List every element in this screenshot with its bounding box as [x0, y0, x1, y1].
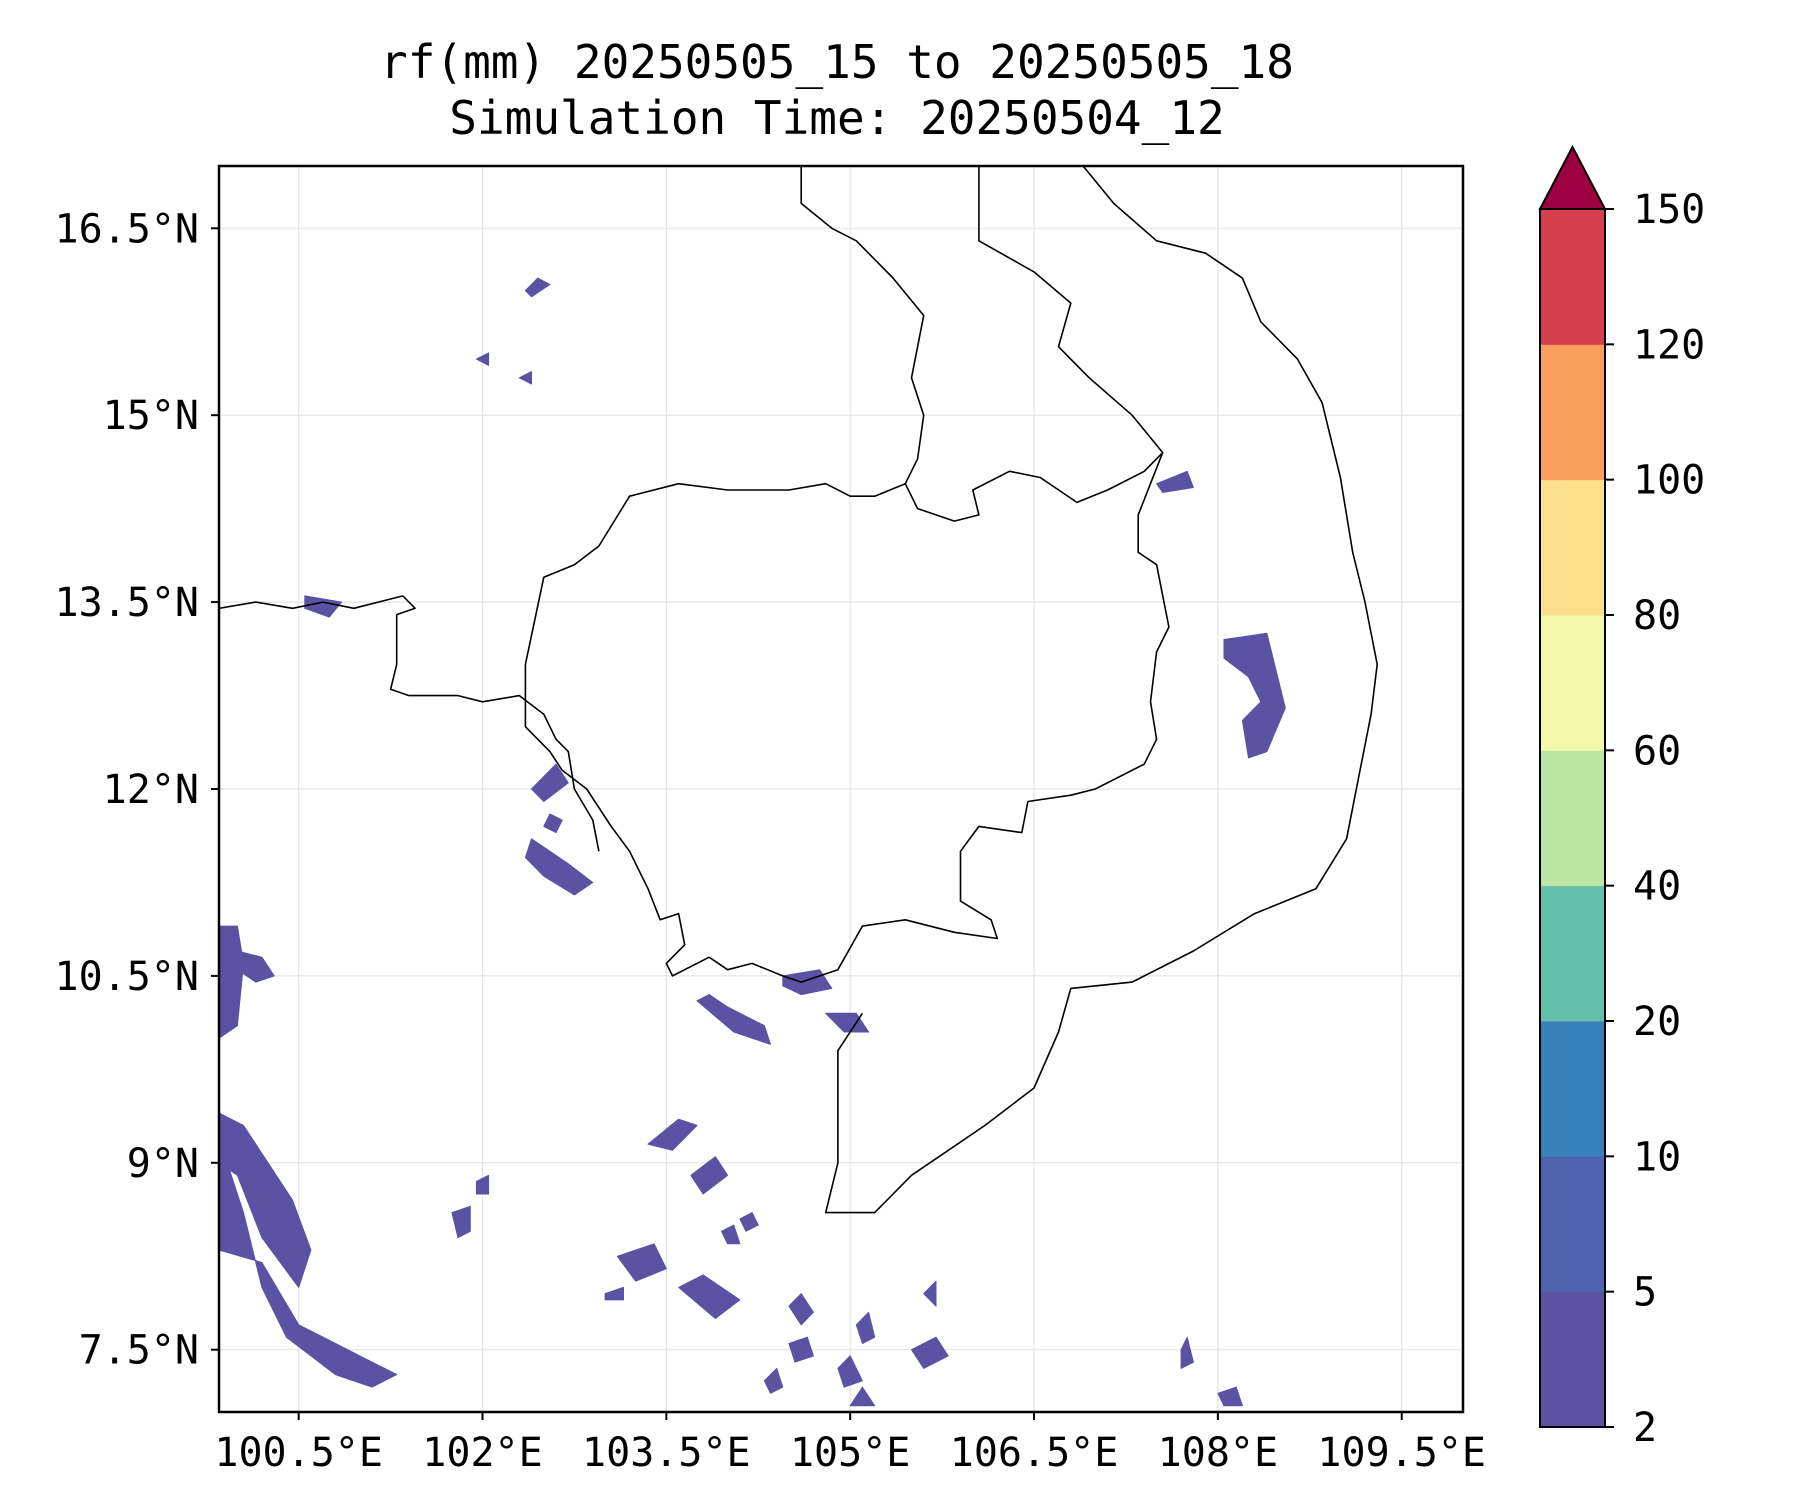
rain-area-thai-north-3: [519, 372, 531, 384]
rain-area-gulf-blob-12: [764, 1368, 782, 1393]
colorbar-bin: [1540, 209, 1605, 345]
figure-svg: rf(mm) 20250505_15 to 20250505_18 Simula…: [0, 0, 1800, 1500]
rain-area-gulf-blob-3: [617, 1244, 666, 1281]
coastline-laos-cambodia-border: [979, 166, 1163, 453]
lon-tick-label: 103.5°E: [582, 1430, 751, 1476]
rain-area-thai-north-1: [525, 278, 550, 297]
lon-tick-label: 106.5°E: [950, 1430, 1119, 1476]
coastline-thailand-cambodia-border: [391, 596, 599, 851]
rain-area-gulf-blob-11: [740, 1213, 758, 1232]
rain-area-gulf-small-e: [856, 1312, 874, 1343]
rain-area-kampot-1: [697, 995, 771, 1045]
colorbar-bin: [1540, 615, 1605, 751]
lon-tick-label: 108°E: [1158, 1430, 1278, 1476]
colorbar-tick-label: 120: [1633, 322, 1705, 368]
colorbar-bin: [1540, 344, 1605, 480]
lat-tick-label: 13.5°N: [55, 580, 200, 626]
lon-tick-label: 109.5°E: [1317, 1430, 1486, 1476]
rain-area-gulf-small-d: [924, 1281, 936, 1306]
map-gridlines: [219, 166, 1463, 1412]
coastline-vietnam-coast: [826, 166, 1377, 1213]
colorbar-bin: [1540, 1021, 1605, 1157]
title-line-1: rf(mm) 20250505_15 to 20250505_18: [380, 35, 1294, 89]
colorbar: 2 5 10 20 40 60 80 100 120 150: [1540, 147, 1705, 1451]
rain-area-laos-south-tip: [1157, 471, 1194, 492]
rain-area-gulf-blob-8: [912, 1337, 949, 1368]
rain-area-kampot-3: [826, 1013, 869, 1032]
rain-area-gulf-small-a: [476, 1175, 488, 1194]
colorbar-tick-label: 10: [1633, 1134, 1681, 1180]
colorbar-tick-label: 60: [1633, 728, 1681, 774]
colorbar-tick-label: 80: [1633, 593, 1681, 639]
colorbar-tick-label: 100: [1633, 458, 1705, 504]
lon-tick-label: 105°E: [790, 1430, 910, 1476]
rain-area-gulf-blob-9: [838, 1356, 863, 1387]
map-figure: rf(mm) 20250505_15 to 20250505_18 Simula…: [0, 0, 1800, 1500]
lat-tick-label: 16.5°N: [55, 206, 200, 252]
rain-area-central-highlands: [1224, 633, 1285, 758]
colorbar-bin: [1540, 1156, 1605, 1292]
colorbar-tick-label: 150: [1633, 187, 1705, 233]
colorbar-bin: [1540, 886, 1605, 1022]
lat-tick-label: 10.5°N: [55, 954, 200, 1000]
lat-tick-label: 7.5°N: [79, 1328, 199, 1374]
colorbar-tick-label: 5: [1633, 1270, 1657, 1316]
colorbar-extend-arrow: [1540, 147, 1605, 209]
colorbar-bin: [1540, 750, 1605, 886]
lon-tick-label: 100.5°E: [214, 1430, 383, 1476]
rain-area-thai-coast-2: [532, 764, 569, 801]
latitude-ticks: 16.5°N 15°N 13.5°N 12°N 10.5°N 9°N 7.5°N: [55, 206, 220, 1373]
rain-area-gulf-blob-1: [648, 1119, 697, 1150]
rain-area-thai-coast-1: [525, 839, 592, 895]
rain-area-west-small-1: [237, 951, 274, 982]
coastline-cambodia-border-north: [525, 453, 1169, 983]
lat-tick-label: 12°N: [103, 767, 199, 813]
lat-tick-label: 9°N: [127, 1141, 199, 1187]
rain-area-thai-coast-3: [544, 814, 562, 833]
rain-area-west-edge-north: [219, 926, 244, 1038]
colorbar-tick-label: 20: [1633, 999, 1681, 1045]
rain-area-chanthaburi: [305, 596, 342, 617]
rain-area-south-east-blob: [1181, 1337, 1193, 1368]
rain-area-gulf-small-b: [605, 1287, 623, 1300]
rain-area-gulf-blob-10: [850, 1387, 875, 1406]
colorbar-bin: [1540, 1292, 1605, 1428]
rain-area-gulf-blob-6: [789, 1294, 814, 1325]
coastline-layer: [219, 166, 1377, 1213]
rain-area-gulf-small-c: [722, 1225, 740, 1244]
rain-area-gulf-blob-5: [452, 1206, 470, 1237]
rain-area-gulf-blob-7: [789, 1337, 814, 1362]
colorbar-tick-label: 40: [1633, 864, 1681, 910]
rain-area-south-east-blob-2: [1218, 1387, 1243, 1406]
lon-tick-label: 102°E: [422, 1430, 542, 1476]
colorbar-tick-label: 2: [1633, 1405, 1657, 1451]
coastline-laos-vietnam-border: [801, 166, 924, 484]
rainfall-layer: [219, 278, 1285, 1406]
title-line-2: Simulation Time: 20250504_12: [449, 91, 1224, 145]
lat-tick-label: 15°N: [103, 393, 199, 439]
longitude-ticks: 100.5°E 102°E 103.5°E 105°E 106.5°E 108°E 109.…: [214, 1412, 1486, 1476]
rain-area-gulf-blob-4: [679, 1275, 740, 1319]
colorbar-bin: [1540, 480, 1605, 616]
